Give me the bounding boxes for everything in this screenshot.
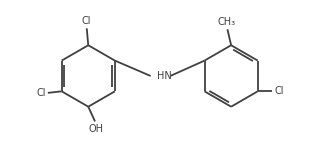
Text: OH: OH — [88, 124, 103, 134]
Text: Cl: Cl — [81, 16, 91, 26]
Text: Cl: Cl — [275, 86, 284, 96]
Text: Cl: Cl — [36, 88, 46, 98]
Text: HN: HN — [157, 71, 172, 81]
Text: CH₃: CH₃ — [217, 17, 236, 27]
